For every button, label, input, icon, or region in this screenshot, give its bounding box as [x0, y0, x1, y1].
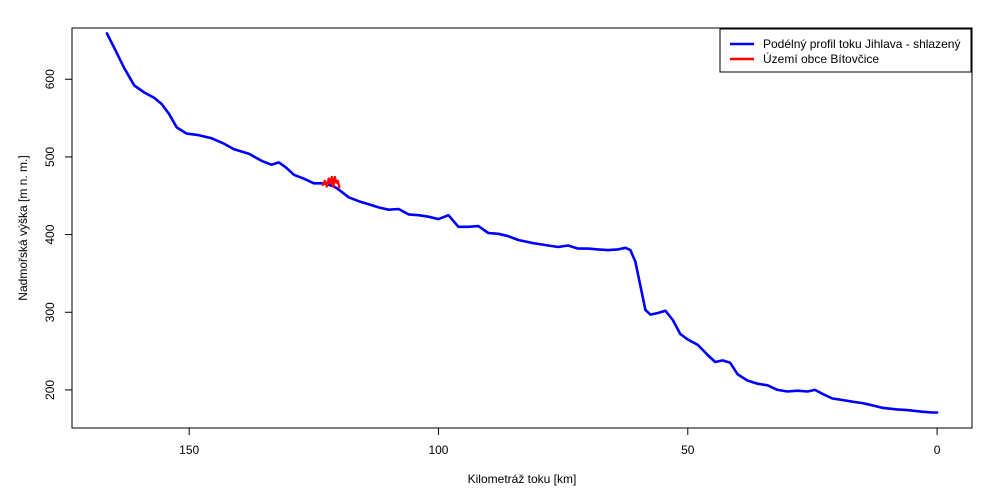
plot-area-frame: [71, 27, 973, 429]
y-tick-label: 600: [43, 69, 57, 89]
legend-label-0: Podélný profil toku Jihlava - shlazený: [763, 37, 960, 51]
series-lines: [105, 32, 939, 414]
x-tick-label: 100: [428, 443, 448, 457]
x-tick-label: 150: [179, 443, 199, 457]
x-axis-label: Kilometráž toku [km]: [468, 472, 577, 486]
x-tick-label: 50: [681, 443, 695, 457]
legend: Podélný profil toku Jihlava - shlazenýÚz…: [719, 28, 972, 73]
y-axis: 200 300 400 500 600: [43, 69, 72, 400]
y-tick-label: 300: [43, 302, 57, 322]
y-axis-label: Nadmořská výška [m n. m.]: [16, 155, 30, 300]
y-tick-label: 200: [43, 380, 57, 400]
x-tick-label: 0: [934, 443, 941, 457]
series-line-0: [105, 32, 939, 414]
x-axis: 150 100 50 0: [179, 428, 941, 457]
legend-box: [719, 28, 972, 73]
series-line-1: [321, 175, 341, 189]
y-tick-label: 400: [43, 224, 57, 244]
y-tick-label: 500: [43, 147, 57, 167]
legend-label-1: Území obce Bítovčice: [763, 51, 879, 66]
